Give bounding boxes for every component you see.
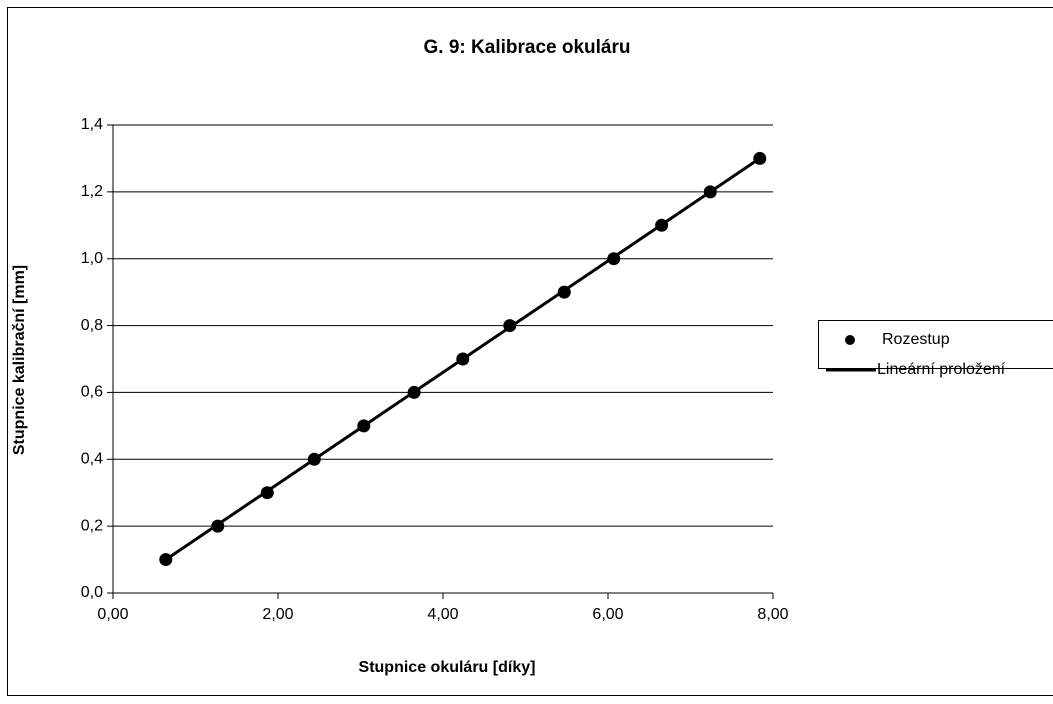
y-tick-label: 1,0: [81, 250, 103, 267]
x-axis-title: Stupnice okuláru [díky]: [359, 659, 536, 676]
data-point: [456, 352, 470, 366]
y-tick-label: 0,0: [81, 584, 103, 601]
data-point: [211, 519, 225, 533]
data-point: [407, 385, 421, 399]
x-tick-label: 0,00: [97, 606, 128, 623]
data-point: [260, 486, 274, 500]
data-point: [703, 185, 717, 199]
data-point: [307, 452, 321, 466]
legend: [818, 320, 1053, 369]
y-tick-label: 0,6: [81, 384, 103, 401]
y-tick-label: 0,4: [81, 451, 103, 468]
data-point: [753, 151, 767, 165]
data-point: [357, 419, 371, 433]
legend-marker: [845, 335, 855, 345]
x-tick-label: 8,00: [757, 606, 788, 623]
data-point: [159, 553, 173, 567]
y-axis-title: Stupnice kalibrační [mm]: [11, 265, 28, 455]
data-point: [503, 319, 517, 333]
x-tick-label: 4,00: [427, 606, 458, 623]
legend-label: Rozestup: [882, 331, 950, 348]
y-tick-label: 1,2: [81, 183, 103, 200]
y-tick-label: 0,8: [81, 317, 103, 334]
legend-label: Lineární proložení: [877, 361, 1006, 378]
data-point: [557, 285, 571, 299]
y-tick-label: 1,4: [81, 116, 103, 133]
data-point: [607, 252, 621, 266]
data-point: [655, 218, 669, 232]
x-tick-label: 6,00: [592, 606, 623, 623]
y-tick-label: 0,2: [81, 517, 103, 534]
chart-title: G. 9: Kalibrace okuláru: [424, 37, 631, 58]
x-tick-label: 2,00: [262, 606, 293, 623]
